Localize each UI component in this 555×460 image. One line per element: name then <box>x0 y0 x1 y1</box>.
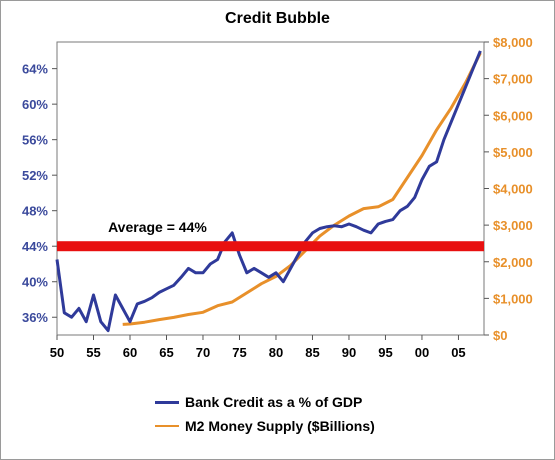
average-label: Average = 44% <box>108 219 207 235</box>
left-tick-label: 44% <box>22 239 48 254</box>
series-line-bank-credit <box>55 50 482 333</box>
plot-area <box>56 41 485 336</box>
legend-label-m2: M2 Money Supply ($Billions) <box>185 418 375 434</box>
right-tick-label: $5,000 <box>493 145 533 160</box>
x-tick-label: 95 <box>378 345 392 360</box>
left-tick-label: 64% <box>22 62 48 77</box>
x-tick-label: 70 <box>196 345 210 360</box>
right-tick-label: $1,000 <box>493 291 533 306</box>
x-tick-label: 80 <box>269 345 283 360</box>
left-tick-label: 36% <box>22 310 48 325</box>
x-tick-label: 05 <box>451 345 465 360</box>
legend: Bank Credit as a % of GDP M2 Money Suppl… <box>155 390 375 438</box>
x-tick-label: 90 <box>342 345 356 360</box>
right-tick-label: $7,000 <box>493 72 533 87</box>
average-line <box>57 241 484 252</box>
chart-title: Credit Bubble <box>225 10 330 27</box>
legend-item-m2: M2 Money Supply ($Billions) <box>155 414 375 438</box>
x-tick-label: 75 <box>232 345 246 360</box>
x-tick-label: 50 <box>50 345 64 360</box>
right-tick-label: $0 <box>493 328 507 343</box>
legend-item-bank-credit: Bank Credit as a % of GDP <box>155 390 375 414</box>
legend-label-bank-credit: Bank Credit as a % of GDP <box>185 394 363 410</box>
x-tick-label: 65 <box>159 345 173 360</box>
x-tick-label: 60 <box>123 345 137 360</box>
left-tick-label: 60% <box>22 97 48 112</box>
left-tick-label: 40% <box>22 275 48 290</box>
left-tick-label: 52% <box>22 168 48 183</box>
left-tick-label: 56% <box>22 133 48 148</box>
legend-swatch-bank-credit <box>155 400 179 404</box>
x-tick-label: 85 <box>305 345 319 360</box>
right-tick-label: $6,000 <box>493 108 533 123</box>
left-tick-label: 48% <box>22 204 48 219</box>
right-tick-label: $3,000 <box>493 218 533 233</box>
legend-swatch-m2 <box>155 425 179 427</box>
right-tick-label: $8,000 <box>493 35 533 50</box>
x-tick-label: 55 <box>86 345 100 360</box>
right-tick-label: $4,000 <box>493 182 533 197</box>
x-tick-label: 00 <box>415 345 429 360</box>
right-tick-label: $2,000 <box>493 255 533 270</box>
